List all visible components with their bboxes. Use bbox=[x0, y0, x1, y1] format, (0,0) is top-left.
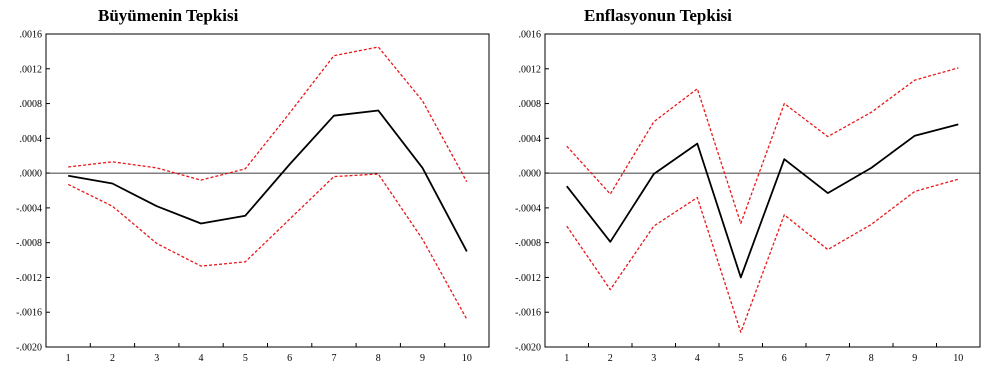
chart-panel-growth: Büyümenin Tepkisi .0016.0012.0008.0004.0… bbox=[16, 6, 490, 364]
x-tick-label: 1 bbox=[564, 353, 569, 364]
x-tick-label: 2 bbox=[110, 353, 115, 364]
x-tick-label: 7 bbox=[825, 353, 830, 364]
x-tick-label: 9 bbox=[912, 353, 917, 364]
y-tick-label: -.0012 bbox=[515, 273, 541, 284]
y-tick-label: .0016 bbox=[20, 30, 43, 41]
x-tick-label: 8 bbox=[869, 353, 874, 364]
y-tick-label: .0008 bbox=[519, 99, 542, 110]
y-tick-label: -.0008 bbox=[16, 238, 42, 249]
x-tick-label: 3 bbox=[651, 353, 656, 364]
x-tick-label: 1 bbox=[66, 353, 71, 364]
y-tick-label: -.0020 bbox=[16, 343, 42, 354]
x-tick-label: 9 bbox=[420, 353, 425, 364]
x-tick-label: 8 bbox=[376, 353, 381, 364]
y-tick-label: -.0008 bbox=[515, 238, 541, 249]
chart-panel-inflation: Enflasyonun Tepkisi .0016 .0012 .0008 .0004… bbox=[492, 0, 983, 368]
series-line-upper-band bbox=[566, 67, 959, 225]
series-line-response bbox=[68, 109, 468, 252]
chart-plot-inflation: .0016 .0012 .0008 .0004 .0000 -.0004 -.0008 -.0… bbox=[515, 30, 981, 364]
y-tick-label: -.0016 bbox=[16, 308, 42, 319]
y-tick-label: .0012 bbox=[20, 64, 43, 75]
y-tick-label: .0016 bbox=[519, 30, 542, 41]
chart-plot-growth: .0016 .0012 .0008 .0004 .0000 -.0004 -.0008 -.0… bbox=[16, 30, 490, 364]
y-tick-label: .0004 bbox=[20, 134, 43, 145]
y-tick-label: .0008 bbox=[20, 99, 43, 110]
series-line-lower-band bbox=[566, 178, 959, 333]
x-tick-label: 7 bbox=[331, 353, 336, 364]
y-tick-label: -.0004 bbox=[16, 203, 42, 214]
x-tick-label: 10 bbox=[953, 353, 963, 364]
chart-title: Enflasyonun Tepkisi bbox=[584, 6, 732, 25]
y-tick-label: -.0012 bbox=[16, 273, 42, 284]
x-tick-label: 3 bbox=[154, 353, 159, 364]
series-line-lower-band bbox=[67, 173, 468, 320]
y-tick-label: .0000 bbox=[20, 169, 43, 180]
x-tick-label: 6 bbox=[782, 353, 787, 364]
series-line-upper-band bbox=[68, 46, 468, 183]
x-tick-label: 4 bbox=[199, 353, 204, 364]
y-tick-label: .0004 bbox=[519, 134, 542, 145]
chart-title: Büyümenin Tepkisi bbox=[98, 6, 239, 25]
series-line-response bbox=[566, 123, 959, 279]
y-tick-label: .0000 bbox=[519, 169, 542, 180]
y-tick-label: .0012 bbox=[519, 64, 542, 75]
y-tick-label: -.0004 bbox=[515, 203, 541, 214]
y-tick-label: -.0016 bbox=[515, 308, 541, 319]
y-tick-label: -.0020 bbox=[515, 343, 541, 354]
x-tick-label: 4 bbox=[695, 353, 700, 364]
x-tick-label: 5 bbox=[243, 353, 248, 364]
x-tick-label: 5 bbox=[738, 353, 743, 364]
plot-frame bbox=[544, 33, 981, 348]
x-tick-label: 6 bbox=[287, 353, 292, 364]
x-tick-label: 10 bbox=[462, 353, 472, 364]
x-tick-label: 2 bbox=[608, 353, 613, 364]
